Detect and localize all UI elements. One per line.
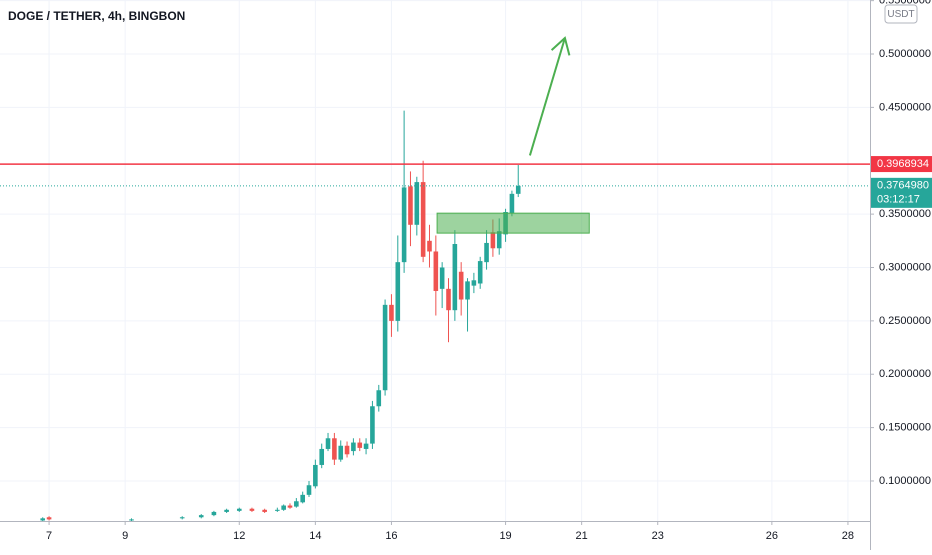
candle-body xyxy=(338,445,344,460)
candle-body xyxy=(395,262,401,321)
candle-body xyxy=(509,193,515,214)
candle-body xyxy=(408,186,413,225)
y-tick-label: 0.1000000 xyxy=(879,475,931,487)
candle-body xyxy=(420,182,426,257)
candle-body xyxy=(294,501,299,507)
currency-badge[interactable] xyxy=(884,4,918,24)
candle-body xyxy=(319,448,325,465)
candle-body xyxy=(490,232,496,249)
x-tick-label: 14 xyxy=(309,530,321,542)
candle-body xyxy=(281,505,286,510)
x-tick-label: 9 xyxy=(122,530,128,542)
candle-body xyxy=(382,304,388,391)
candle-body xyxy=(452,244,458,311)
candle-body xyxy=(129,519,134,521)
candle-body xyxy=(306,485,312,495)
axes: 0.1000000 0.1500000 0.2000000 0.2500000 0.30… xyxy=(46,0,932,542)
candle-body xyxy=(46,517,52,520)
candle-body xyxy=(236,508,242,511)
arrow-line xyxy=(528,37,566,156)
candle-body xyxy=(376,390,382,407)
candle-body xyxy=(370,406,375,444)
x-tick-label: 23 xyxy=(652,530,664,542)
candle-body xyxy=(427,240,432,252)
candle-body xyxy=(198,515,204,518)
candle-body xyxy=(515,185,521,194)
price-label: 0.3968934 xyxy=(877,158,929,170)
y-tick-label: 0.1500000 xyxy=(879,422,931,434)
candle-body xyxy=(433,251,439,291)
y-tick-label: 0.3000000 xyxy=(879,261,931,273)
y-tick-label: 0.5500000 xyxy=(879,0,931,7)
candle-body xyxy=(275,509,280,511)
x-tick-label: 28 xyxy=(842,530,854,542)
candle-body xyxy=(211,511,217,516)
candle-body xyxy=(484,242,489,263)
x-tick-label: 26 xyxy=(766,530,778,542)
candle-body xyxy=(325,438,331,449)
candle-body xyxy=(300,494,305,503)
plot xyxy=(0,36,870,522)
candle-body xyxy=(389,304,394,321)
x-tick-label: 12 xyxy=(233,530,245,542)
candle-body xyxy=(401,187,407,263)
y-tick-label: 0.4500000 xyxy=(879,101,931,113)
zone-box xyxy=(436,212,590,234)
candle-body xyxy=(224,509,229,512)
x-tick-label: 21 xyxy=(576,530,588,542)
candle-body xyxy=(344,445,350,455)
candle-body xyxy=(414,182,420,225)
currency-label: USDT xyxy=(887,9,914,20)
y-tick-label: 0.2500000 xyxy=(879,315,931,327)
countdown-label: 03:12:17 xyxy=(877,194,920,206)
x-tick-label: 19 xyxy=(499,530,511,542)
candle-body xyxy=(332,438,337,460)
price-label: 0.3764980 xyxy=(877,180,929,192)
candle-body xyxy=(363,443,369,449)
candle-body xyxy=(465,281,470,300)
candle-body xyxy=(496,231,502,249)
candle-body xyxy=(471,280,477,286)
candle-body xyxy=(179,517,185,519)
candle-body xyxy=(40,518,46,521)
x-tick-label: 7 xyxy=(46,530,52,542)
candle-body xyxy=(458,271,464,300)
y-tick-label: 0.3500000 xyxy=(879,208,931,220)
candle-body xyxy=(446,288,451,311)
chart-title: DOGE / TETHER, 4h, BINGBON xyxy=(8,9,185,23)
y-tick-label: 0.5000000 xyxy=(879,48,931,60)
candle-body xyxy=(262,509,267,512)
price-label-box xyxy=(871,177,932,208)
candle-body xyxy=(313,464,318,487)
candle-body xyxy=(439,267,445,289)
price-label-box xyxy=(871,156,932,173)
candle-body xyxy=(287,505,293,508)
candle-body xyxy=(477,261,483,284)
candle-body xyxy=(357,442,363,448)
arrow-head xyxy=(550,36,571,56)
y-tick-label: 0.2000000 xyxy=(879,368,931,380)
x-tick-label: 16 xyxy=(385,530,397,542)
candle-body xyxy=(249,508,255,511)
candle-body xyxy=(351,442,356,452)
